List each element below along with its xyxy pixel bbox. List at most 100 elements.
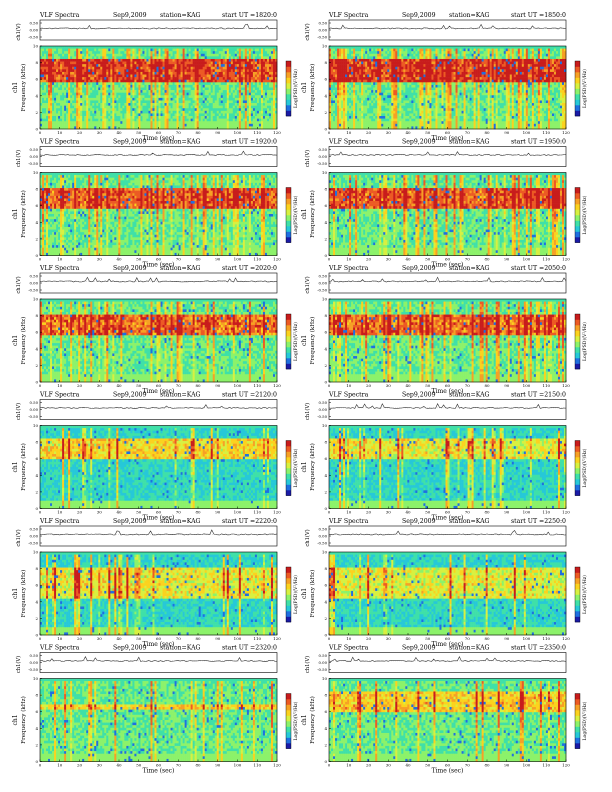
spectrogram-cell: [263, 67, 265, 70]
spectrogram-cell: [154, 54, 156, 57]
spectrogram-cell: [255, 64, 257, 67]
spectrogram-cell: [46, 82, 48, 85]
spectrogram-cell: [271, 80, 273, 83]
spectrogram-cell: [249, 67, 251, 70]
spectrogram-cell: [197, 59, 199, 62]
spectrogram-cell: [223, 72, 225, 75]
spectrogram-cell: [88, 67, 90, 70]
spectrogram-cell: [76, 46, 78, 49]
spectrogram-cell: [191, 82, 193, 85]
spectrogram-cell: [203, 85, 205, 88]
spectrogram-cell: [112, 77, 114, 80]
spectrogram-cell: [187, 62, 189, 65]
spectrogram-cell: [253, 85, 255, 88]
spectrogram-cell: [138, 88, 140, 91]
spectrogram-cell: [94, 77, 96, 80]
spectrogram-cell: [88, 85, 90, 88]
spectrogram-cell: [183, 64, 185, 67]
spectrogram-cell: [227, 75, 229, 78]
spectrogram-cell: [175, 62, 177, 65]
spectrogram-cell: [257, 64, 259, 67]
spectrogram-cell: [84, 82, 86, 85]
spectrogram-cell: [235, 85, 237, 88]
spectrogram-cell: [142, 88, 144, 91]
spectrogram-cell: [68, 69, 70, 72]
spectrogram-cell: [265, 72, 267, 75]
spectrogram-cell: [167, 72, 169, 75]
spectrogram-cell: [40, 64, 42, 67]
spectrogram-cell: [239, 80, 241, 83]
spectrogram-cell: [183, 82, 185, 85]
spectrogram-cell: [150, 72, 152, 75]
spectrogram-cell: [271, 88, 273, 91]
spectrogram-cell: [173, 85, 175, 88]
spectrogram-cell: [90, 49, 92, 52]
spectrogram-cell: [269, 72, 271, 75]
spectrogram-cell: [259, 56, 261, 59]
spectrogram-cell: [114, 75, 116, 78]
spectrogram-cell: [66, 67, 68, 70]
spectrogram-cell: [243, 46, 245, 49]
spectrogram-cell: [130, 59, 132, 62]
spectrogram-cell: [243, 77, 245, 80]
spectrogram-cell: [195, 85, 197, 88]
spectrogram-cell: [64, 72, 66, 75]
spectrogram-cell: [249, 72, 251, 75]
spectrogram-cell: [80, 67, 82, 70]
spectrogram-cell: [120, 72, 122, 75]
spectrogram-cell: [112, 82, 114, 85]
spectrogram-cell: [251, 82, 253, 85]
spectrogram-cell: [255, 75, 257, 78]
spectrogram-cell: [46, 85, 48, 88]
spectrogram-cell: [104, 49, 106, 52]
spectrogram-cell: [241, 51, 243, 54]
spectrogram-cell: [74, 59, 76, 62]
spectrogram-cell: [195, 72, 197, 75]
spectrogram-cell: [62, 75, 64, 78]
spectrogram-cell: [201, 54, 203, 57]
spectrogram-cell: [229, 51, 231, 54]
spectrogram-cell: [100, 49, 102, 52]
spectrogram-cell: [86, 72, 88, 75]
spectrogram-cell: [100, 51, 102, 54]
spectrogram-cell: [195, 54, 197, 57]
spectrogram-cell: [223, 56, 225, 59]
spectrogram-cell: [128, 67, 130, 70]
spectrogram-cell: [54, 49, 56, 52]
spectrogram-cell: [261, 64, 263, 67]
spectrogram-cell: [134, 56, 136, 59]
spectrogram-cell: [167, 51, 169, 54]
spectrogram-cell: [92, 69, 94, 72]
spectrogram-cell: [217, 51, 219, 54]
spectrogram-cell: [203, 80, 205, 83]
spectrogram-cell: [263, 69, 265, 72]
spectrogram-cell: [130, 77, 132, 80]
spectrogram-cell: [203, 72, 205, 75]
spectrogram-cell: [134, 77, 136, 80]
spectrogram-cell: [229, 69, 231, 72]
spectrogram-cell: [233, 49, 235, 52]
spectrogram-cell: [215, 72, 217, 75]
spectrogram-cell: [152, 75, 154, 78]
spectrogram-cell: [74, 77, 76, 80]
spectrogram-cell: [48, 56, 50, 59]
spectrogram-cell: [159, 64, 161, 67]
spectrogram-cell: [138, 72, 140, 75]
spectrogram-cell: [165, 69, 167, 72]
spectrogram-cell: [269, 51, 271, 54]
spectrogram-cell: [118, 64, 120, 67]
spectrogram-cell: [181, 49, 183, 52]
spectrogram-cell: [269, 75, 271, 78]
spectrogram-cell: [243, 85, 245, 88]
spectrogram-cell: [60, 88, 62, 91]
spectrogram-cell: [90, 80, 92, 83]
spectrogram-cell: [263, 85, 265, 88]
spectrogram-cell: [40, 62, 42, 65]
spectrogram-cell: [70, 49, 72, 52]
spectrogram-cell: [94, 72, 96, 75]
spectrogram-cell: [108, 56, 110, 59]
spectrogram-cell: [80, 85, 82, 88]
spectrogram-cell: [86, 64, 88, 67]
spectrogram-cell: [78, 64, 80, 67]
spectrogram-cell: [257, 59, 259, 62]
